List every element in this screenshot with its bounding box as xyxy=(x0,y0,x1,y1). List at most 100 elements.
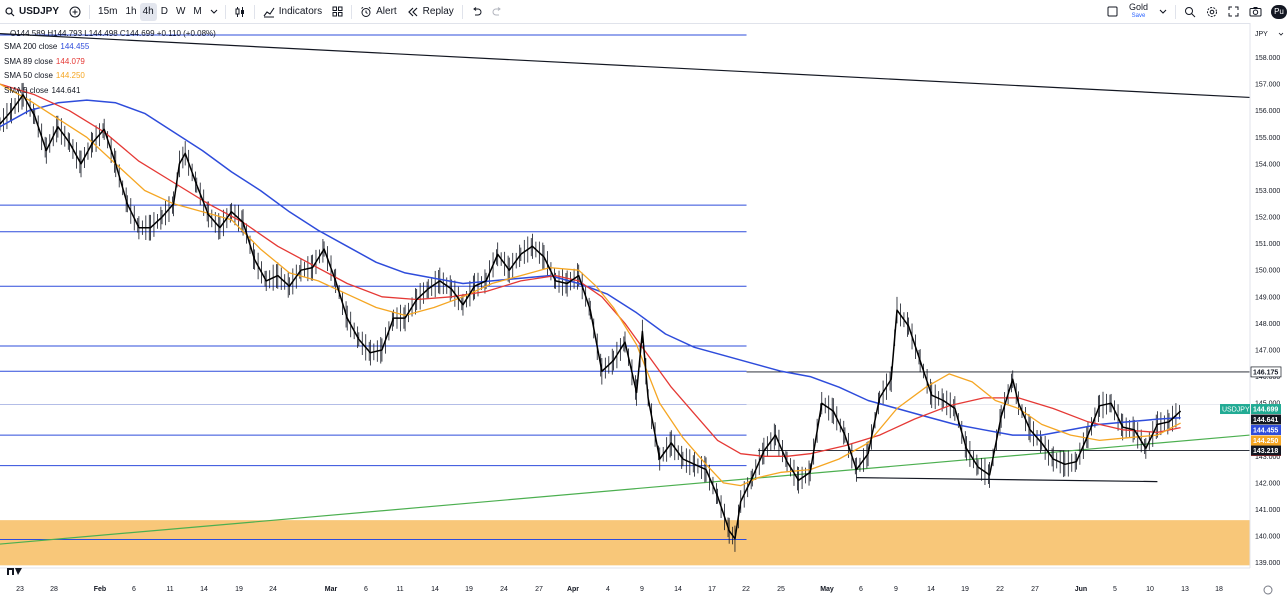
quick-search-button[interactable] xyxy=(1179,0,1201,23)
x-tick-label: 6 xyxy=(859,586,863,593)
fullscreen-button[interactable] xyxy=(1223,0,1244,23)
toolbar-divider xyxy=(224,4,226,19)
x-tick-label: 28 xyxy=(50,586,58,593)
x-tick-label: 14 xyxy=(927,586,935,593)
x-tick-label: 5 xyxy=(1113,586,1117,593)
price-label-value: 144.641 xyxy=(1253,417,1278,424)
legend-study-value: 144.079 xyxy=(55,56,85,66)
legend-study-label: SMA 5 close xyxy=(4,85,49,95)
legend-row-sma-50-close[interactable]: SMA 50 close 144.250 xyxy=(4,69,89,84)
alarm-clock-icon xyxy=(360,6,372,18)
snapshot-button[interactable] xyxy=(1244,0,1267,23)
interval-15m[interactable]: 15m xyxy=(98,6,118,17)
x-tick-label: 22 xyxy=(742,586,750,593)
layout-dropdown[interactable] xyxy=(1154,0,1172,23)
price-label-value: 144.455 xyxy=(1253,428,1278,435)
alert-button[interactable]: Alert xyxy=(355,0,402,23)
layout-toggle-button[interactable] xyxy=(1102,0,1123,23)
price-label-box xyxy=(1250,366,1282,378)
compare-button[interactable] xyxy=(64,0,86,23)
y-tick-label: 153.000 xyxy=(1255,188,1280,195)
support-zone xyxy=(0,520,1250,566)
x-tick-label: 19 xyxy=(961,586,969,593)
user-avatar[interactable]: Pu xyxy=(1271,4,1287,19)
symbol-name: USDJPY xyxy=(19,6,60,17)
layout-name-button[interactable]: Gold Save xyxy=(1129,2,1148,21)
undo-button[interactable] xyxy=(466,0,487,23)
price-label-value: 146.175 xyxy=(1253,369,1278,376)
toolbar-divider xyxy=(1175,4,1176,19)
interval-m[interactable]: M xyxy=(193,6,202,17)
y-tick-label: 154.000 xyxy=(1255,161,1280,168)
y-tick-label: 155.000 xyxy=(1255,135,1280,142)
price-label-box xyxy=(1251,414,1281,425)
settings-button[interactable] xyxy=(1201,0,1223,23)
x-tick-label: 23 xyxy=(16,586,24,593)
x-tick-label: Jun xyxy=(1075,586,1087,593)
y-tick-label: 146.000 xyxy=(1255,374,1280,381)
price-label-value: 143.218 xyxy=(1253,448,1278,455)
legend-study-value: 144.455 xyxy=(60,42,90,51)
x-tick-label: 24 xyxy=(500,586,508,593)
top-toolbar: USDJPY 15m 1h 4h D W M Indicators Alert xyxy=(0,0,1287,24)
y-tick-label: 149.000 xyxy=(1255,294,1280,301)
templates-button[interactable] xyxy=(327,0,348,23)
x-tick-label: 11 xyxy=(396,586,403,593)
alert-label: Alert xyxy=(376,6,397,17)
y-tick-label: 140.000 xyxy=(1255,534,1280,541)
chart-type-button[interactable] xyxy=(229,0,251,23)
study-legend: SMA 200 close 144.455 SMA 89 close 144.079 S… xyxy=(4,29,89,98)
x-tick-label: 18 xyxy=(1215,586,1223,593)
symbol-tag: USDJPY xyxy=(1222,407,1250,414)
price-label-box xyxy=(1251,435,1281,446)
interval-4h[interactable]: 4h xyxy=(139,2,157,21)
toolbar-divider xyxy=(351,4,353,19)
price-label-box xyxy=(1251,425,1281,436)
redo-button[interactable] xyxy=(487,0,508,23)
replay-label: Replay xyxy=(422,6,454,17)
x-tick-label: Apr xyxy=(567,586,579,593)
legend-study-label: SMA 50 close xyxy=(4,71,53,80)
zoom-search-icon xyxy=(1184,6,1196,18)
undo-icon xyxy=(471,7,482,16)
price-label-box xyxy=(1251,404,1281,415)
y-tick-label: 148.000 xyxy=(1255,321,1280,328)
legend-study-label: SMA 200 close xyxy=(4,42,58,51)
series-line-sma-5 xyxy=(0,94,1182,540)
x-tick-label: 14 xyxy=(431,586,439,593)
redo-icon xyxy=(492,7,503,16)
legend-row-sma-89-close[interactable]: SMA 89 close 144.079 xyxy=(4,55,89,70)
toolbar-divider xyxy=(253,4,255,19)
toolbar-divider xyxy=(461,4,463,19)
camera-icon xyxy=(1249,6,1262,17)
indicators-label: Indicators xyxy=(278,6,323,17)
y-tick-label: 141.000 xyxy=(1255,507,1280,514)
y-tick-label: 150.000 xyxy=(1255,268,1280,275)
x-tick-label: 11 xyxy=(166,586,173,593)
x-tick-label: 14 xyxy=(200,586,208,593)
tradingview-logo-icon xyxy=(7,568,22,575)
interval-1h[interactable]: 1h xyxy=(125,6,137,17)
indicators-button[interactable]: Indicators xyxy=(258,0,327,23)
legend-row-sma-200-close[interactable]: SMA 200 close 144.455 xyxy=(4,40,89,55)
price-chart[interactable]: JPY139.000140.000141.000142.000143.00014… xyxy=(0,23,1287,597)
interval-w[interactable]: W xyxy=(175,6,186,17)
legend-row-sma-5-close[interactable]: SMA 5 close 144.641 xyxy=(4,84,89,99)
series-line-sma-200 xyxy=(0,99,1181,436)
square-icon xyxy=(1107,6,1118,17)
x-tick-label: 25 xyxy=(777,586,785,593)
symbol-search[interactable]: USDJPY xyxy=(0,0,64,23)
price-label-value: 144.699 xyxy=(1253,407,1278,414)
x-tick-label: 24 xyxy=(269,586,277,593)
replay-button[interactable]: Replay xyxy=(402,0,459,23)
search-icon xyxy=(5,6,15,17)
interval-dropdown[interactable] xyxy=(206,0,222,23)
price-label-box xyxy=(1251,445,1281,456)
x-tick-label: 6 xyxy=(132,586,136,593)
y-tick-label: 158.000 xyxy=(1255,55,1280,62)
x-tick-label: 10 xyxy=(1146,586,1154,593)
interval-d[interactable]: D xyxy=(160,6,168,17)
indicators-icon xyxy=(263,6,275,18)
chevron-down-icon xyxy=(1159,9,1167,15)
x-tick-label: Feb xyxy=(94,586,106,593)
